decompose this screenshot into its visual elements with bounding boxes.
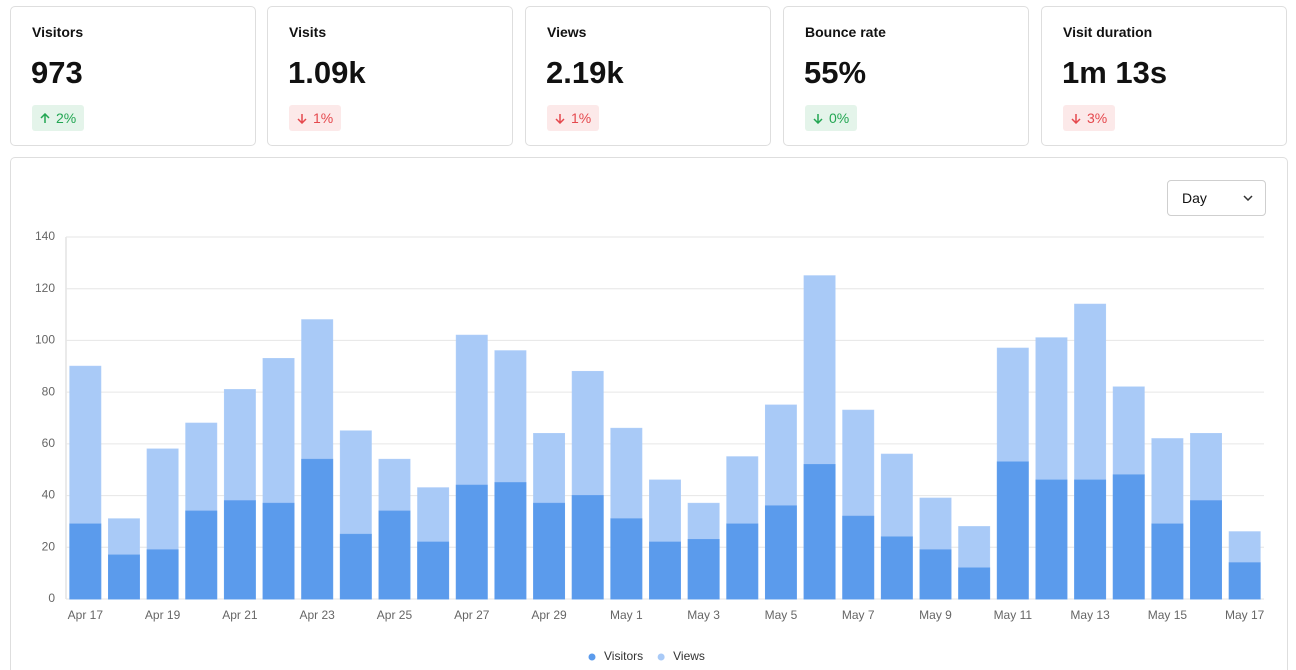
legend-dot — [657, 653, 665, 661]
x-tick-label: May 5 — [765, 608, 798, 622]
x-tick-label: May 13 — [1070, 608, 1110, 622]
metric-label: Visits — [289, 24, 327, 40]
x-tick-label: Apr 21 — [222, 608, 258, 622]
y-tick-label: 80 — [42, 384, 56, 398]
metric-change: 1% — [547, 105, 600, 131]
bar — [1190, 500, 1222, 600]
arrow-icon — [1071, 113, 1081, 124]
period-label: Day — [1182, 190, 1207, 206]
y-tick-label: 60 — [42, 436, 56, 450]
bar — [1151, 523, 1184, 600]
legend-dot — [588, 653, 596, 661]
bar — [610, 518, 643, 600]
bar — [69, 523, 102, 600]
metric-change-text: 0% — [829, 110, 850, 126]
chevron — [1243, 195, 1253, 201]
metric-card: Views 2.19k 1% — [525, 6, 771, 146]
x-tick-label: May 3 — [687, 608, 720, 622]
x-tick-label: May 11 — [994, 608, 1033, 622]
arrow-icon — [813, 113, 823, 124]
bar — [533, 502, 566, 600]
bar — [571, 495, 604, 600]
metric-label: Views — [547, 24, 587, 40]
metric-change-text: 1% — [571, 110, 592, 126]
x-tick-label: May 7 — [842, 608, 875, 622]
metric-label: Bounce rate — [805, 24, 886, 40]
metric-label: Visit duration — [1063, 24, 1153, 40]
arrow-icon — [40, 112, 50, 123]
bar — [726, 523, 759, 600]
metric-label: Visitors — [32, 24, 84, 40]
metric-value: 1.09k — [288, 55, 366, 90]
bar — [1228, 562, 1261, 600]
x-tick-label: Apr 27 — [454, 608, 490, 622]
bar — [1035, 479, 1068, 600]
y-tick-label: 120 — [35, 281, 55, 295]
bar — [880, 536, 913, 600]
legend-label: Views — [673, 649, 705, 663]
bar — [919, 549, 952, 600]
bar — [146, 549, 179, 600]
metric-change: 1% — [289, 105, 342, 131]
metric-change: 0% — [805, 105, 858, 131]
bar — [1112, 474, 1145, 600]
bar — [803, 464, 836, 600]
bar — [339, 533, 372, 600]
legend-label: Visitors — [604, 649, 643, 663]
bar — [958, 567, 991, 600]
x-tick-label: May 1 — [610, 608, 643, 622]
x-tick-label: May 17 — [1225, 608, 1265, 622]
chart-panel — [10, 157, 1288, 670]
bar — [996, 461, 1029, 600]
metric-card: Visits 1.09k 1% — [267, 6, 513, 146]
x-tick-label: May 15 — [1148, 608, 1188, 622]
arrow-icon — [297, 113, 307, 124]
x-tick-label: Apr 19 — [145, 608, 181, 622]
metric-change-text: 3% — [1087, 110, 1108, 126]
period-select[interactable]: Day — [1167, 180, 1266, 216]
y-tick-label: 0 — [48, 591, 55, 605]
bar — [262, 502, 295, 600]
bar — [417, 541, 450, 600]
x-tick-label: Apr 29 — [531, 608, 567, 622]
y-tick-label: 40 — [42, 488, 56, 502]
bar — [301, 458, 334, 600]
x-tick-label: Apr 23 — [300, 608, 336, 622]
x-tick-label: Apr 17 — [68, 608, 104, 622]
x-tick-label: Apr 25 — [377, 608, 413, 622]
bar — [108, 554, 140, 600]
bar — [764, 505, 797, 600]
metric-value: 973 — [31, 55, 83, 90]
metric-value: 55% — [804, 55, 867, 90]
metric-value: 2.19k — [546, 55, 624, 90]
metric-card: Visitors 973 2% — [10, 6, 256, 146]
bar — [455, 484, 488, 600]
bar — [842, 515, 875, 600]
metric-change-text: 1% — [313, 110, 334, 126]
bar — [185, 510, 218, 600]
bar — [378, 510, 411, 600]
bar — [687, 539, 720, 600]
metric-change: 3% — [1063, 105, 1116, 131]
y-tick-label: 140 — [35, 229, 55, 243]
bar — [1074, 479, 1107, 600]
arrow-icon — [555, 113, 565, 124]
x-tick-label: May 9 — [919, 608, 952, 622]
y-tick-label: 100 — [35, 333, 55, 347]
metric-value: 1m 13s — [1062, 55, 1168, 90]
metric-card: Visit duration 1m 13s 3% — [1041, 6, 1287, 146]
metric-change-text: 2% — [56, 110, 77, 126]
bar — [494, 482, 527, 600]
y-tick-label: 20 — [42, 539, 56, 553]
metric-change: 2% — [32, 105, 85, 131]
bar — [649, 541, 681, 600]
bar — [223, 500, 256, 600]
metric-card: Bounce rate 55% 0% — [783, 6, 1029, 146]
